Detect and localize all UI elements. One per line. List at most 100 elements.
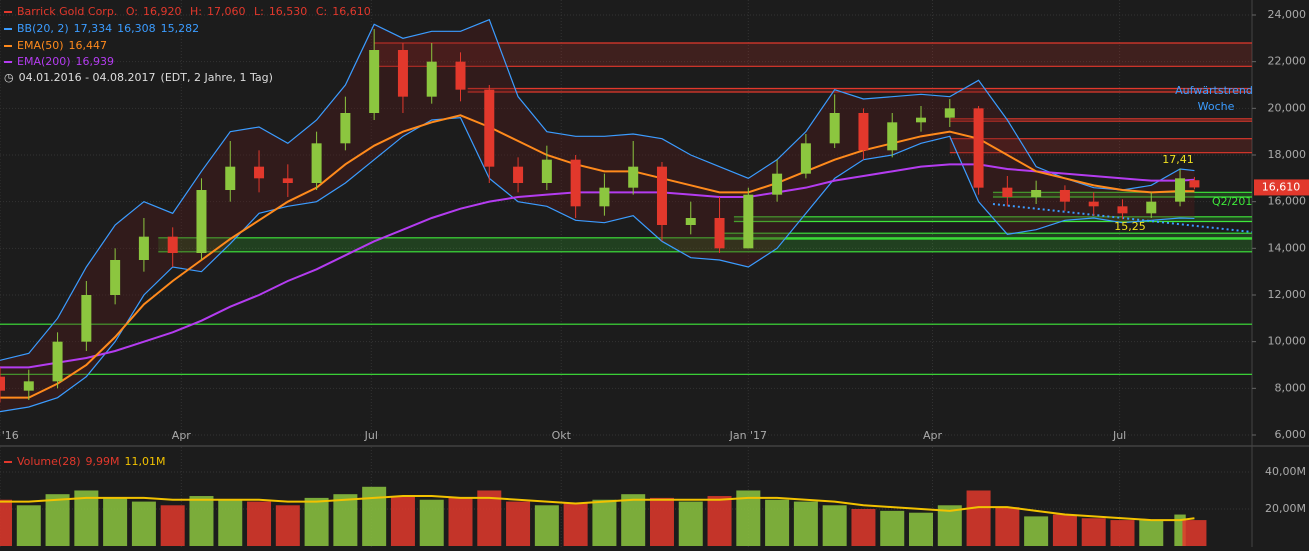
icon bbox=[4, 61, 12, 63]
candle-body bbox=[1002, 187, 1013, 197]
indicator-name: EMA(50) bbox=[17, 38, 64, 52]
indicator-value: 17,334 bbox=[73, 22, 113, 35]
volume-bar bbox=[419, 499, 444, 546]
candle-body bbox=[138, 236, 149, 260]
y-tick-label: 22,000 bbox=[1268, 55, 1307, 68]
annotation: Woche bbox=[1198, 100, 1235, 113]
volume-bar bbox=[534, 505, 559, 546]
volume-bar bbox=[1081, 518, 1106, 546]
annotation: 17,41 bbox=[1162, 153, 1194, 166]
y-tick-label: 12,000 bbox=[1268, 288, 1307, 301]
volume-bar bbox=[621, 494, 646, 546]
volume-bar bbox=[16, 505, 41, 546]
volume-bar bbox=[966, 490, 991, 546]
volume-bar bbox=[1110, 520, 1135, 546]
indicator-value: 16,308 bbox=[117, 22, 156, 35]
y-tick-label: 20,00M bbox=[1265, 502, 1306, 515]
volume-bar bbox=[304, 497, 329, 546]
legend-indicator: EMA(50) 16,447 bbox=[4, 39, 112, 52]
volume-bar bbox=[592, 499, 617, 546]
volume-bar bbox=[1024, 516, 1049, 546]
clock-icon: ◷ bbox=[4, 71, 14, 84]
candle-body bbox=[340, 113, 351, 144]
y-tick-label: 18,000 bbox=[1268, 148, 1307, 161]
quote-value: 16,610 bbox=[332, 5, 371, 18]
candle-body bbox=[52, 341, 63, 382]
candle-body bbox=[800, 143, 811, 174]
candle-body bbox=[1088, 201, 1099, 207]
candle-body bbox=[743, 194, 754, 249]
icon bbox=[4, 44, 12, 47]
candle-body bbox=[23, 381, 34, 391]
candle-body bbox=[858, 113, 869, 151]
candle-body bbox=[829, 113, 840, 144]
y-tick-label: 20,000 bbox=[1268, 101, 1307, 114]
candle-body bbox=[1059, 190, 1070, 202]
zone bbox=[374, 43, 1253, 67]
x-tick-label: Jul bbox=[1112, 429, 1126, 442]
indicator-value: 16,939 bbox=[75, 55, 115, 68]
candle-body bbox=[656, 166, 667, 225]
icon bbox=[4, 28, 12, 30]
volume-bar bbox=[822, 505, 847, 546]
indicator-name: EMA(200) bbox=[17, 55, 71, 68]
volume-value: 11,01M bbox=[124, 455, 166, 468]
quote-value: 17,060 bbox=[206, 5, 246, 18]
volume-bar bbox=[909, 512, 934, 546]
volume-bar bbox=[275, 505, 300, 546]
last-price-label: 16,610 bbox=[1262, 180, 1301, 193]
legend-title: Barrick Gold Corp. bbox=[17, 5, 118, 18]
bb-fill bbox=[0, 19, 1195, 412]
volume-bar bbox=[937, 505, 962, 546]
volume-bar bbox=[1139, 520, 1164, 546]
candle-body bbox=[1146, 201, 1157, 214]
candle-body bbox=[541, 159, 552, 183]
x-tick-label: Jan '17 bbox=[729, 429, 767, 442]
volume-bar bbox=[1052, 514, 1077, 546]
volume-bar bbox=[880, 510, 905, 546]
zone bbox=[467, 88, 1252, 92]
period: 04.01.2016 - 04.08.2017 bbox=[18, 71, 156, 84]
icon bbox=[4, 11, 12, 13]
x-tick-label: Okt bbox=[552, 429, 572, 442]
zone bbox=[158, 237, 1253, 252]
quote-key: L: bbox=[253, 5, 264, 18]
volume-bar bbox=[851, 508, 876, 546]
volume-bar bbox=[563, 503, 588, 546]
volume-bar bbox=[189, 496, 214, 546]
x-tick-label: Apr bbox=[923, 429, 943, 442]
volume-bar bbox=[736, 490, 761, 546]
quote-value: 16,920 bbox=[142, 5, 182, 18]
candle-body bbox=[1189, 180, 1200, 188]
zone bbox=[733, 216, 1252, 222]
indicator-value: 15,282 bbox=[160, 22, 200, 35]
last-price-box bbox=[1254, 179, 1309, 196]
quote-key: H: bbox=[189, 5, 202, 18]
volume-bar bbox=[1174, 514, 1186, 546]
x-tick-label: Jan '16 bbox=[0, 429, 19, 442]
candle-body bbox=[944, 108, 955, 118]
bb-lower bbox=[0, 117, 1195, 413]
candle-body bbox=[254, 166, 265, 179]
legend-quote: Barrick Gold Corp. O: 16,920 H: 17,060 L: 1… bbox=[4, 5, 376, 18]
volume-bar bbox=[0, 499, 12, 546]
volume-bar bbox=[477, 490, 502, 546]
zone bbox=[992, 192, 1252, 197]
candle-body bbox=[772, 173, 783, 195]
indicator-value: 16,447 bbox=[68, 38, 108, 52]
y-tick-label: 8,000 bbox=[1275, 381, 1307, 394]
volume-bar bbox=[506, 501, 531, 546]
volume-bar bbox=[333, 494, 358, 546]
candle-body bbox=[196, 190, 207, 253]
y-tick-label: 6,000 bbox=[1275, 428, 1307, 441]
candle-body bbox=[628, 166, 639, 188]
candle-body bbox=[714, 218, 725, 249]
quote-value: 16,530 bbox=[268, 5, 308, 18]
volume-bar bbox=[765, 499, 790, 546]
legend-indicator: BB(20, 2) 17,334 16,308 15,282 bbox=[4, 22, 204, 35]
volume-bar bbox=[793, 501, 818, 546]
y-tick-label: 16,000 bbox=[1268, 195, 1307, 208]
candle-body bbox=[110, 260, 121, 295]
